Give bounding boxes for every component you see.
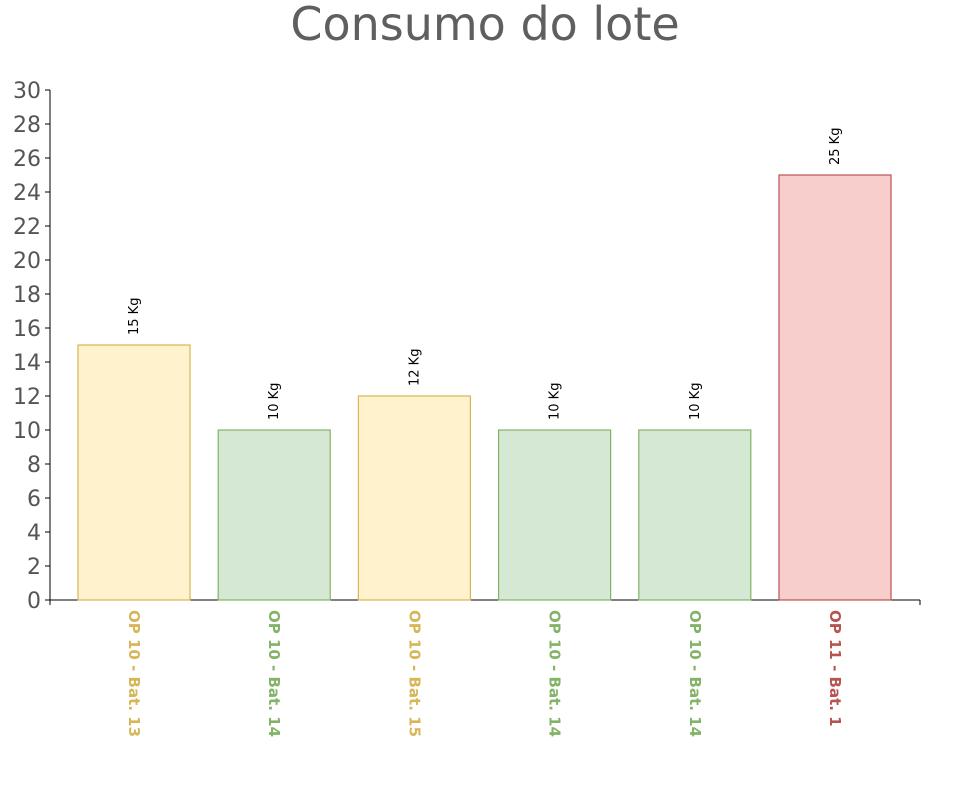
x-tick-label: OP 10 - Bat. 14 <box>686 610 704 737</box>
y-tick-label: 26 <box>13 147 41 172</box>
data-labels: 15 Kg 10 Kg 12 Kg 10 Kg 10 Kg 25 Kg <box>127 128 843 420</box>
y-tick-label: 8 <box>27 453 41 478</box>
y-tick-label: 6 <box>27 487 41 512</box>
bar-data-label: 25 Kg <box>828 128 843 165</box>
x-tick-labels: OP 10 - Bat. 13 OP 10 - Bat. 14 OP 10 - Ba… <box>125 610 844 737</box>
bar-data-label: 12 Kg <box>407 349 422 386</box>
y-tick-label: 28 <box>13 113 41 138</box>
bar-data-label: 10 Kg <box>688 383 703 420</box>
x-tick-label: OP 10 - Bat. 15 <box>405 610 423 737</box>
bar <box>778 174 892 601</box>
bar <box>77 344 191 601</box>
bar-data-label: 10 Kg <box>267 383 282 420</box>
bar <box>498 429 612 601</box>
y-tick-label: 14 <box>13 351 41 376</box>
bar-data-label: 15 Kg <box>127 298 142 335</box>
y-tick-label: 18 <box>13 283 41 308</box>
y-tick-label: 10 <box>13 419 41 444</box>
x-tick-label: OP 10 - Bat. 13 <box>125 610 143 737</box>
y-tick-label: 22 <box>13 215 41 240</box>
y-tick-label: 16 <box>13 317 41 342</box>
bar <box>357 395 471 601</box>
y-tick-label: 20 <box>13 249 41 274</box>
bar <box>638 429 752 601</box>
bars <box>77 174 892 601</box>
y-tick-label: 30 <box>13 79 41 104</box>
y-tick-label: 24 <box>13 181 41 206</box>
y-tick-label: 4 <box>27 521 41 546</box>
bar-data-label: 10 Kg <box>548 383 563 420</box>
bar <box>217 429 331 601</box>
chart-title: Consumo do lote <box>290 0 679 51</box>
y-tick-label: 0 <box>27 589 41 614</box>
y-tick-label: 2 <box>27 555 41 580</box>
x-axis <box>49 599 921 605</box>
x-tick-label: OP 11 - Bat. 1 <box>826 610 844 727</box>
x-tick-label: OP 10 - Bat. 14 <box>546 610 564 737</box>
y-tick-label: 12 <box>13 385 41 410</box>
x-tick-label: OP 10 - Bat. 14 <box>265 610 283 737</box>
